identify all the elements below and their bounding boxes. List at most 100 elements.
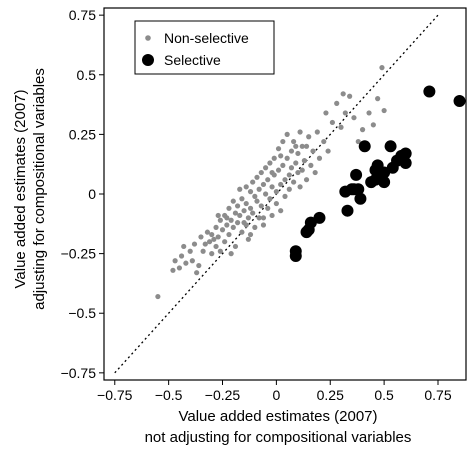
data-point-non-selective bbox=[260, 215, 267, 221]
data-point-non-selective bbox=[275, 167, 282, 173]
data-point-non-selective bbox=[321, 138, 327, 145]
data-point-non-selective bbox=[288, 165, 295, 171]
data-point-non-selective bbox=[222, 239, 228, 245]
data-point-non-selective bbox=[224, 222, 230, 228]
x-axis-label-line2: not adjusting for compositional variable… bbox=[145, 429, 412, 446]
data-point-non-selective bbox=[250, 179, 256, 185]
data-point-non-selective bbox=[191, 241, 198, 247]
x-axis: −0.75 −0.5 −0.25 0 0.25 0.5 0.75 bbox=[97, 380, 452, 403]
data-point-non-selective bbox=[273, 200, 279, 207]
data-point-non-selective bbox=[232, 210, 239, 216]
data-point-non-selective bbox=[306, 134, 312, 140]
data-point-non-selective bbox=[334, 100, 340, 106]
data-point-non-selective bbox=[375, 96, 381, 102]
data-point-selective bbox=[313, 211, 326, 224]
data-point-non-selective bbox=[250, 210, 256, 216]
data-point-non-selective bbox=[247, 231, 254, 238]
data-point-non-selective bbox=[237, 212, 243, 219]
data-point-non-selective bbox=[196, 262, 202, 269]
data-point-non-selective bbox=[347, 93, 353, 99]
data-point-non-selective bbox=[252, 224, 258, 230]
y-tick-label: 0 bbox=[88, 186, 96, 202]
data-point-selective bbox=[378, 176, 391, 189]
data-point-non-selective bbox=[234, 203, 241, 209]
data-point-non-selective bbox=[275, 146, 282, 152]
data-point-non-selective bbox=[288, 148, 295, 154]
x-tick-label: 0.75 bbox=[424, 387, 451, 403]
data-point-selective bbox=[399, 147, 412, 160]
data-point-non-selective bbox=[215, 234, 221, 240]
data-point-non-selective bbox=[265, 177, 271, 183]
data-point-non-selective bbox=[254, 198, 260, 204]
data-point-non-selective bbox=[219, 227, 226, 233]
data-point-non-selective bbox=[243, 222, 249, 228]
data-point-non-selective bbox=[323, 110, 329, 116]
data-point-non-selective bbox=[299, 143, 305, 149]
data-point-non-selective bbox=[256, 186, 262, 192]
data-point-non-selective bbox=[226, 205, 232, 211]
data-point-non-selective bbox=[280, 162, 286, 168]
data-point-non-selective bbox=[260, 181, 267, 188]
data-point-non-selective bbox=[245, 236, 251, 242]
data-point-selective bbox=[365, 176, 378, 189]
data-point-non-selective bbox=[284, 131, 290, 137]
data-point-non-selective bbox=[269, 169, 275, 176]
data-point-selective bbox=[358, 140, 371, 153]
data-point-non-selective bbox=[204, 229, 211, 235]
x-tick-label: 0.25 bbox=[317, 387, 344, 403]
data-point-non-selective bbox=[278, 153, 284, 159]
data-point-non-selective bbox=[211, 236, 217, 242]
data-point-non-selective bbox=[232, 243, 239, 250]
data-point-non-selective bbox=[303, 143, 310, 149]
data-point-non-selective bbox=[291, 138, 297, 145]
x-axis-label-line1: Value added estimates (2007) bbox=[178, 408, 377, 425]
data-point-non-selective bbox=[258, 203, 264, 209]
data-point-non-selective bbox=[269, 212, 275, 219]
legend-marker-selective bbox=[142, 54, 154, 66]
data-point-non-selective bbox=[217, 217, 223, 223]
data-point-non-selective bbox=[314, 129, 320, 135]
data-point-non-selective bbox=[209, 251, 215, 257]
y-tick-label: 0.75 bbox=[69, 7, 96, 23]
data-point-non-selective bbox=[217, 248, 223, 254]
data-point-non-selective bbox=[269, 184, 275, 190]
data-point-non-selective bbox=[273, 189, 279, 195]
data-point-non-selective bbox=[342, 110, 348, 116]
data-point-selective bbox=[354, 192, 367, 205]
data-point-non-selective bbox=[295, 169, 301, 176]
data-point-non-selective bbox=[263, 165, 269, 171]
data-point-non-selective bbox=[198, 234, 204, 240]
data-point-selective bbox=[384, 140, 397, 153]
data-point-non-selective bbox=[351, 115, 357, 121]
data-point-non-selective bbox=[340, 91, 346, 97]
data-point-non-selective bbox=[271, 155, 277, 161]
data-point-non-selective bbox=[256, 215, 262, 221]
data-point-non-selective bbox=[181, 243, 187, 250]
y-axis-label-line1: Value added estimates (2007) bbox=[12, 89, 29, 288]
legend-box bbox=[134, 20, 275, 75]
data-point-selective bbox=[453, 95, 466, 107]
data-point-non-selective bbox=[176, 265, 183, 271]
data-point-non-selective bbox=[303, 177, 310, 183]
data-point-non-selective bbox=[224, 215, 230, 221]
data-point-non-selective bbox=[379, 65, 385, 71]
data-point-non-selective bbox=[278, 208, 284, 214]
y-axis: −0.75 −0.5 −0.25 0 0.25 0.5 0.75 bbox=[61, 7, 104, 381]
data-point-non-selective bbox=[230, 224, 236, 230]
data-point-non-selective bbox=[252, 193, 258, 199]
data-point-non-selective bbox=[239, 229, 245, 235]
data-point-non-selective bbox=[286, 172, 292, 178]
data-point-non-selective bbox=[247, 205, 254, 211]
data-point-non-selective bbox=[267, 160, 273, 166]
y-tick-label: −0.25 bbox=[61, 246, 97, 262]
data-point-non-selective bbox=[280, 138, 286, 145]
data-point-selective bbox=[289, 245, 302, 258]
data-point-non-selective bbox=[284, 155, 290, 161]
data-point-non-selective bbox=[254, 174, 260, 180]
data-point-non-selective bbox=[239, 196, 245, 202]
series-selective bbox=[289, 85, 466, 262]
data-point-non-selective bbox=[291, 179, 297, 185]
legend-marker-non-selective bbox=[145, 35, 151, 41]
data-point-non-selective bbox=[247, 189, 254, 195]
